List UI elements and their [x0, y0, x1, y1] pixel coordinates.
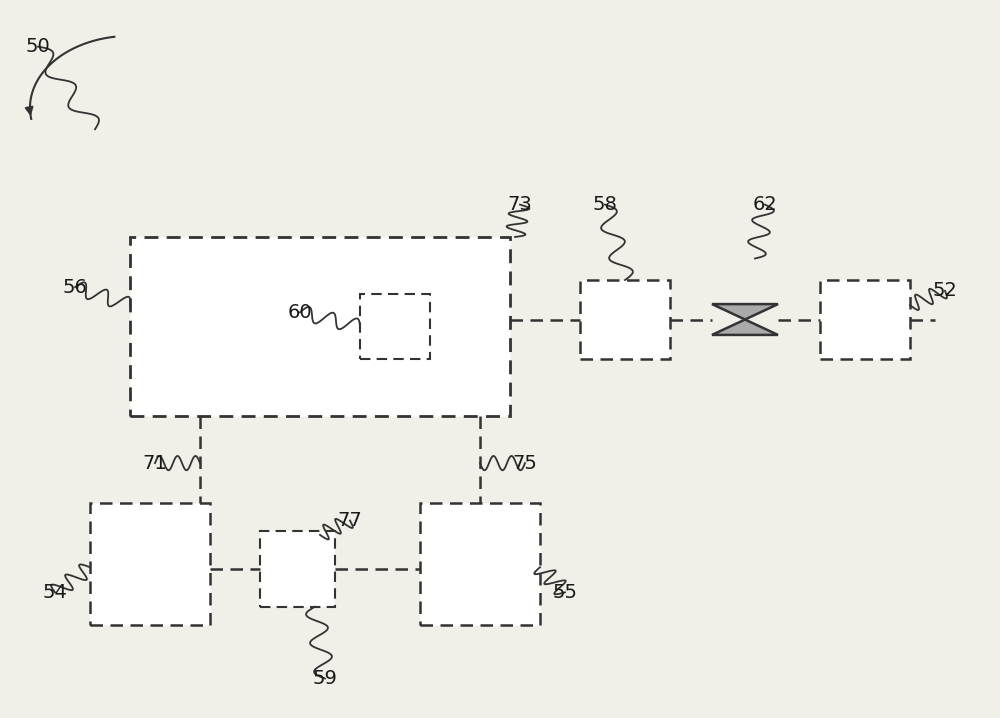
Text: 75: 75	[513, 454, 537, 472]
Text: 55: 55	[552, 583, 578, 602]
Text: 56: 56	[63, 278, 87, 297]
Bar	[90, 503, 210, 625]
Text: 60: 60	[288, 303, 312, 322]
Bar	[820, 280, 910, 359]
Bar	[580, 280, 670, 359]
Bar	[260, 531, 335, 607]
Polygon shape	[712, 304, 778, 320]
Polygon shape	[712, 320, 778, 335]
Bar	[130, 237, 510, 416]
Text: 71: 71	[143, 454, 167, 472]
Text: 54: 54	[43, 583, 67, 602]
Text: 73: 73	[508, 195, 532, 214]
Bar	[420, 503, 540, 625]
Text: 59: 59	[313, 669, 337, 688]
Text: 62: 62	[753, 195, 777, 214]
Text: 77: 77	[338, 511, 362, 530]
Text: 58: 58	[593, 195, 617, 214]
Bar	[360, 294, 430, 359]
Text: 50: 50	[26, 37, 50, 56]
Text: 52: 52	[933, 281, 957, 300]
